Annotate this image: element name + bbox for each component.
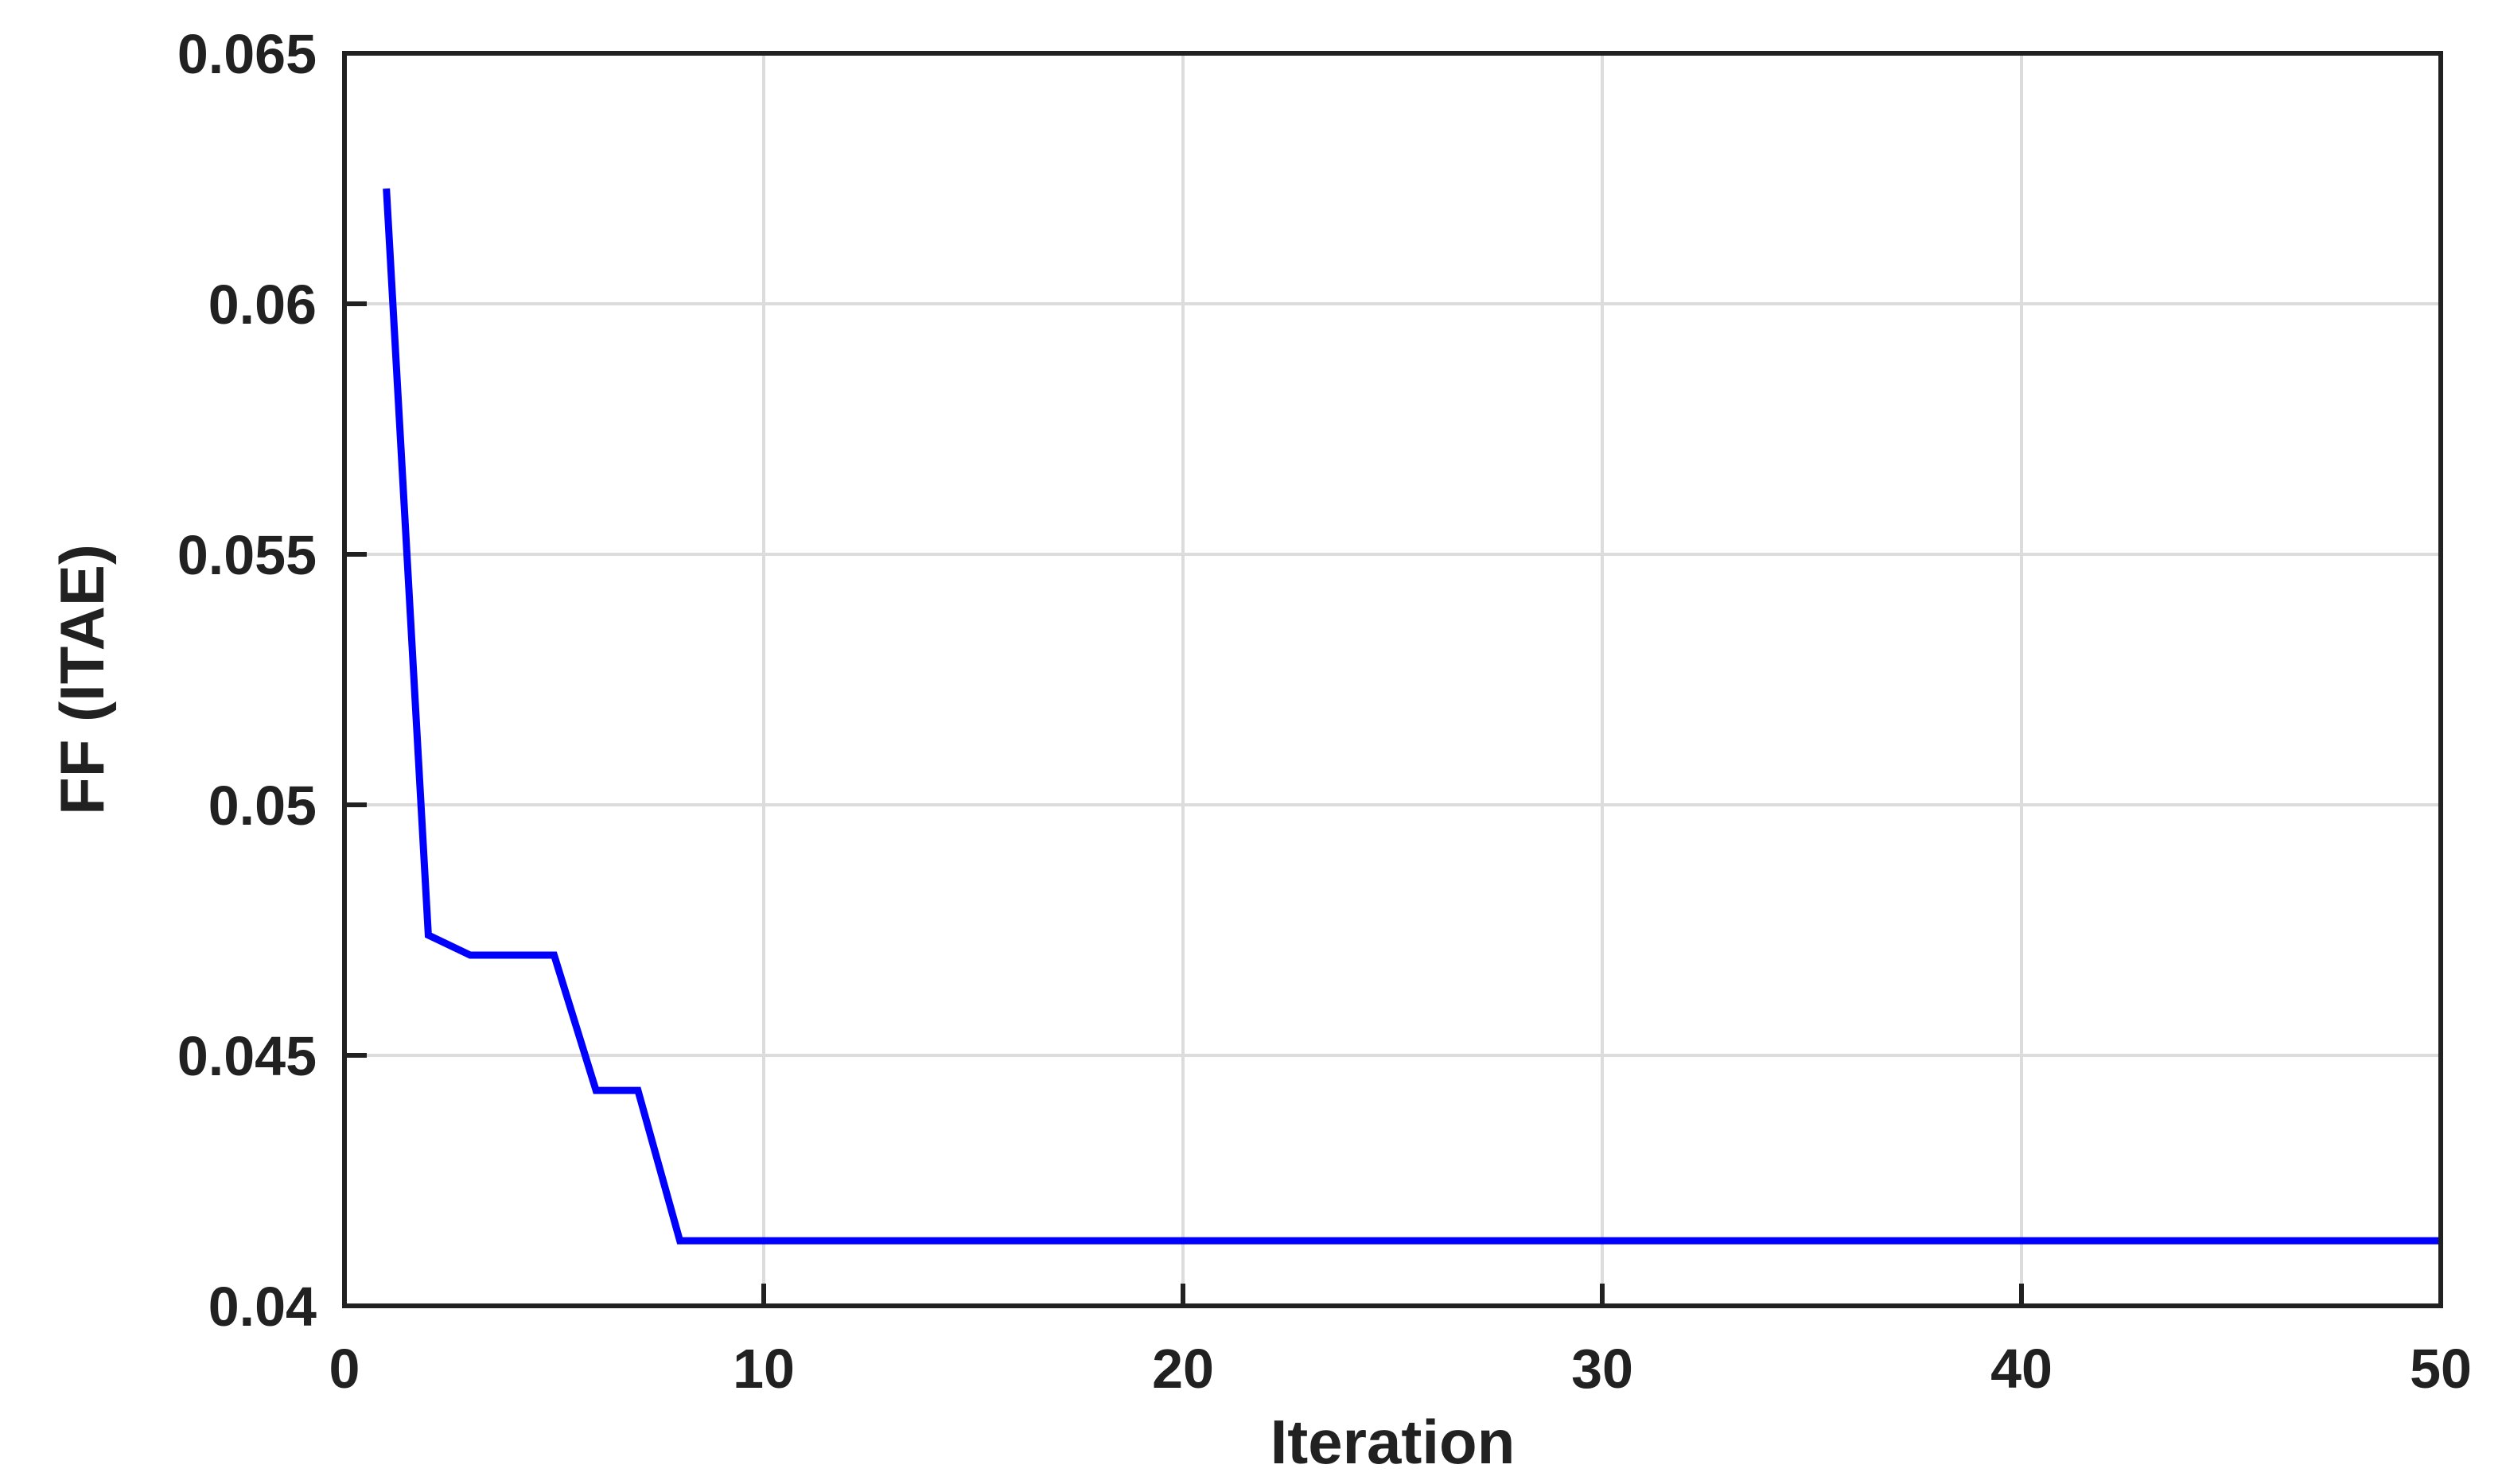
tick-layer [342,51,2443,1308]
x-tick-label-50: 50 [2410,1338,2472,1400]
y-tick-label-0.05: 0.05 [208,775,317,837]
tick-label-layer: 0 10 20 30 40 50 0.04 0.045 0.05 0.055 0.06 0.065 [177,23,2472,1400]
x-tick-label-40: 40 [1990,1338,2053,1400]
grid-layer [343,52,2442,1307]
plot-box [342,51,2443,1308]
x-tick-label-10: 10 [733,1338,795,1400]
fitness-convergence-line [383,188,2441,1245]
x-tick-label-0: 0 [329,1338,360,1400]
y-tick-label-0.055: 0.055 [177,524,317,586]
x-axis-label: Iteration [1270,1407,1516,1477]
y-axis-label: FF (ITAE) [47,544,117,815]
series-layer [383,188,2441,1245]
x-tick-label-30: 30 [1571,1338,1633,1400]
x-tick-label-20: 20 [1152,1338,1214,1400]
axis-layer: 0 10 20 30 40 50 0.04 0.045 0.05 0.055 0.06 0.065 [177,23,2472,1400]
y-tick-label-0.045: 0.045 [177,1025,317,1087]
y-tick-label-0.06: 0.06 [208,274,317,336]
y-tick-label-0.065: 0.065 [177,23,317,85]
y-tick-label-0.04: 0.04 [208,1276,317,1338]
